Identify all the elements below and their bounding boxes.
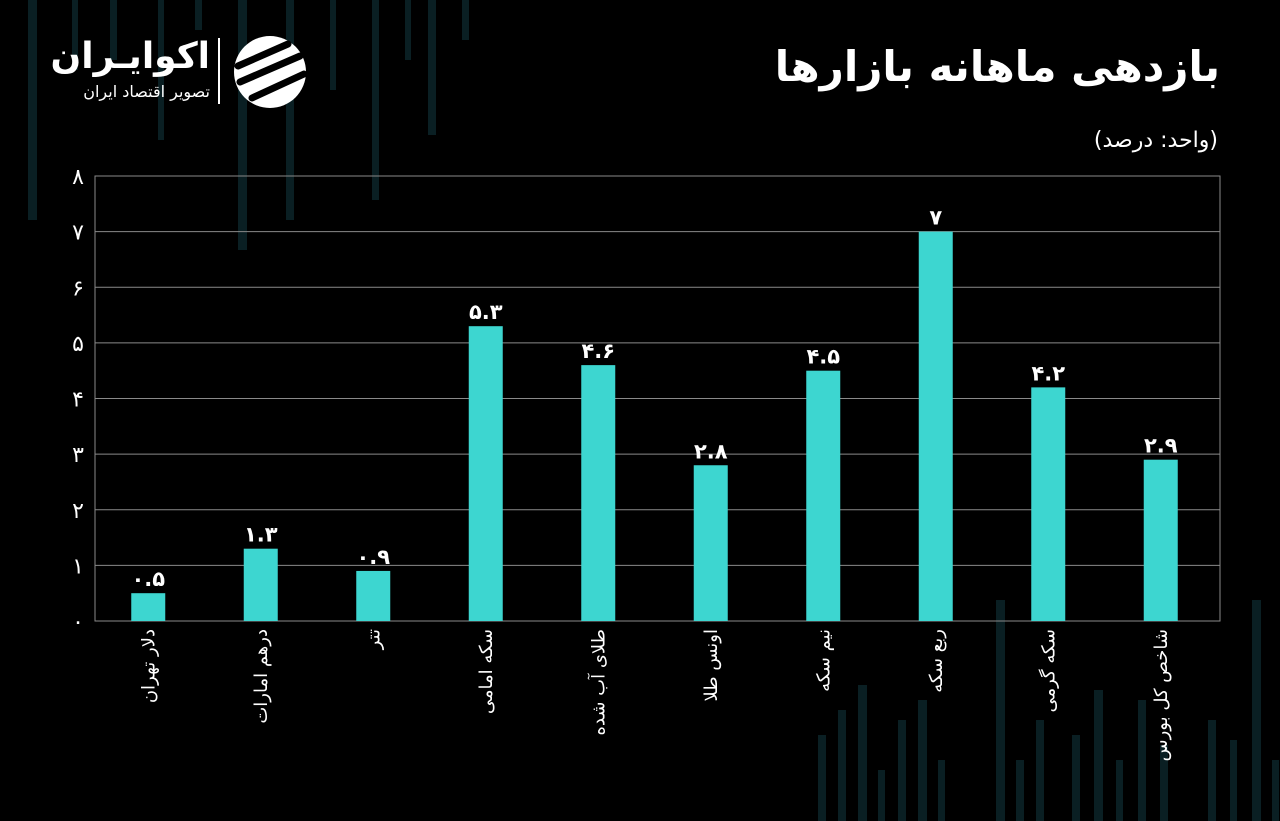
bar-value-label-9: ۲.۹	[1144, 434, 1178, 458]
bar-8	[1031, 387, 1066, 621]
y-tick-label-6: ۶	[72, 276, 84, 301]
y-tick-label-2: ۲	[72, 499, 84, 524]
bar-value-label-1: ۱.۳	[244, 523, 278, 547]
y-tick-label-8: ۸	[72, 165, 84, 190]
bg-candle-14	[858, 685, 867, 821]
bar-value-label-4: ۴.۶	[581, 339, 615, 363]
bg-candle-22	[1072, 735, 1080, 821]
bar-4	[581, 365, 616, 621]
bg-candle-21	[1036, 720, 1044, 821]
bar-value-label-8: ۴.۲	[1031, 361, 1065, 385]
bar-value-label-5: ۲.۸	[694, 439, 728, 463]
bg-candle-16	[898, 720, 906, 821]
bg-candle-10	[428, 0, 436, 135]
page-title: بازدهی ماهانه بازارها	[774, 42, 1220, 91]
y-tick-label-1: ۱	[72, 554, 84, 579]
bar-value-label-7: ۷	[929, 206, 942, 230]
bar-1	[243, 548, 278, 621]
bar-value-label-2: ۰.۹	[356, 545, 390, 569]
bar-0	[131, 593, 166, 621]
bg-candle-26	[1160, 745, 1168, 821]
bg-candle-11	[462, 0, 469, 40]
bg-candle-29	[1252, 600, 1261, 821]
y-tick-label-7: ۷	[72, 221, 84, 246]
x-tick-label-7: ربع سکه	[926, 629, 947, 693]
y-tick-label-3: ۳	[72, 443, 84, 468]
bg-candle-27	[1208, 720, 1216, 821]
bg-candle-4	[195, 0, 202, 30]
bar-value-label-3: ۵.۳	[469, 300, 503, 324]
x-tick-label-8: سکه گرمی	[1037, 629, 1059, 713]
y-tick-label-4: ۴	[72, 388, 84, 413]
bg-candle-2	[110, 0, 117, 60]
x-tick-label-6: نیم سکه	[813, 629, 834, 692]
logo-tagline: تصویر اقتصاد ایران	[83, 82, 210, 101]
bg-candle-1	[72, 0, 78, 70]
bg-candle-5	[238, 0, 247, 250]
bg-candle-28	[1230, 740, 1237, 821]
bar-3	[468, 326, 503, 621]
bar-5	[693, 465, 728, 621]
logo-name: اکوایـران	[50, 36, 210, 77]
x-tick-label-3: سکه امامی	[476, 629, 497, 714]
bar-6	[806, 370, 841, 621]
bar-value-label-0: ۰.۵	[131, 567, 165, 591]
bg-candle-13	[838, 710, 846, 821]
bg-candle-25	[1138, 700, 1146, 821]
logo: اکوایـران تصویر اقتصاد ایران	[50, 32, 320, 112]
logo-mark-icon	[234, 36, 308, 108]
bar-9	[1143, 459, 1178, 621]
logo-divider	[218, 38, 220, 104]
bg-candle-6	[286, 0, 294, 220]
x-tick-label-0: دلار تهران	[138, 629, 159, 703]
bar-2	[356, 570, 391, 621]
bg-candle-0	[28, 0, 37, 220]
x-tick-label-1: درهم امارات	[251, 629, 272, 724]
bg-candle-15	[878, 770, 885, 821]
bg-candle-19	[996, 600, 1005, 821]
bg-candle-20	[1016, 760, 1024, 821]
bg-candle-17	[918, 700, 927, 821]
bg-candle-30	[1272, 760, 1279, 821]
bg-candle-9	[405, 0, 411, 60]
y-tick-label-5: ۵	[72, 332, 84, 357]
x-tick-label-9: شاخص کل بورس	[1151, 629, 1172, 761]
bar-7	[918, 231, 953, 621]
bg-candle-3	[158, 0, 164, 140]
x-tick-label-4: طلای آب شده	[586, 629, 609, 736]
y-tick-label-0: ۰	[72, 610, 84, 635]
bg-candle-12	[818, 735, 826, 821]
bg-candle-8	[372, 0, 379, 200]
bg-candle-24	[1116, 760, 1123, 821]
unit-label: (واحد: درصد)	[1093, 128, 1218, 153]
bg-candle-7	[330, 0, 336, 90]
bg-candle-23	[1094, 690, 1103, 821]
bg-candle-18	[938, 760, 945, 821]
x-tick-label-2: تتر	[363, 629, 384, 650]
x-tick-label-5: اونس طلا	[701, 629, 722, 701]
bar-value-label-6: ۴.۵	[806, 345, 840, 369]
